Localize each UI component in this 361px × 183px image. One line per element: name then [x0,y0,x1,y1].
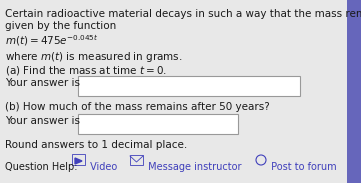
Bar [72,154,85,165]
Bar [78,76,300,96]
Text: Round answers to 1 decimal place.: Round answers to 1 decimal place. [5,140,187,150]
Text: given by the function: given by the function [5,21,116,31]
Text: Question Help:: Question Help: [5,162,78,172]
Bar [78,114,238,134]
Text: Message instructor: Message instructor [145,162,242,172]
Text: where $m(t)$ is measured in grams.: where $m(t)$ is measured in grams. [5,50,183,64]
Text: $m(t) = 475e^{-0.045t}$: $m(t) = 475e^{-0.045t}$ [5,33,99,48]
Text: Your answer is: Your answer is [5,116,80,126]
Text: Your answer is: Your answer is [5,78,80,88]
Text: Video: Video [87,162,117,172]
Bar [347,0,361,183]
Bar [130,155,143,165]
Text: (b) How much of the mass remains after 50 years?: (b) How much of the mass remains after 5… [5,102,270,112]
Text: Post to forum: Post to forum [268,162,336,172]
Polygon shape [75,158,82,164]
Text: Certain radioactive material decays in such a way that the mass remain: Certain radioactive material decays in s… [5,9,361,19]
Text: (a) Find the mass at time $t = 0.$: (a) Find the mass at time $t = 0.$ [5,64,167,77]
